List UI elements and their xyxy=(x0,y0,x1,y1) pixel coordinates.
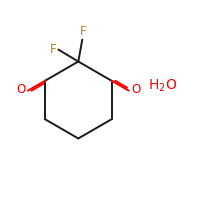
Text: O: O xyxy=(16,83,26,96)
Text: O: O xyxy=(131,83,140,96)
Text: H$_2$O: H$_2$O xyxy=(148,78,178,94)
Text: F: F xyxy=(80,25,87,38)
Text: F: F xyxy=(50,43,56,56)
